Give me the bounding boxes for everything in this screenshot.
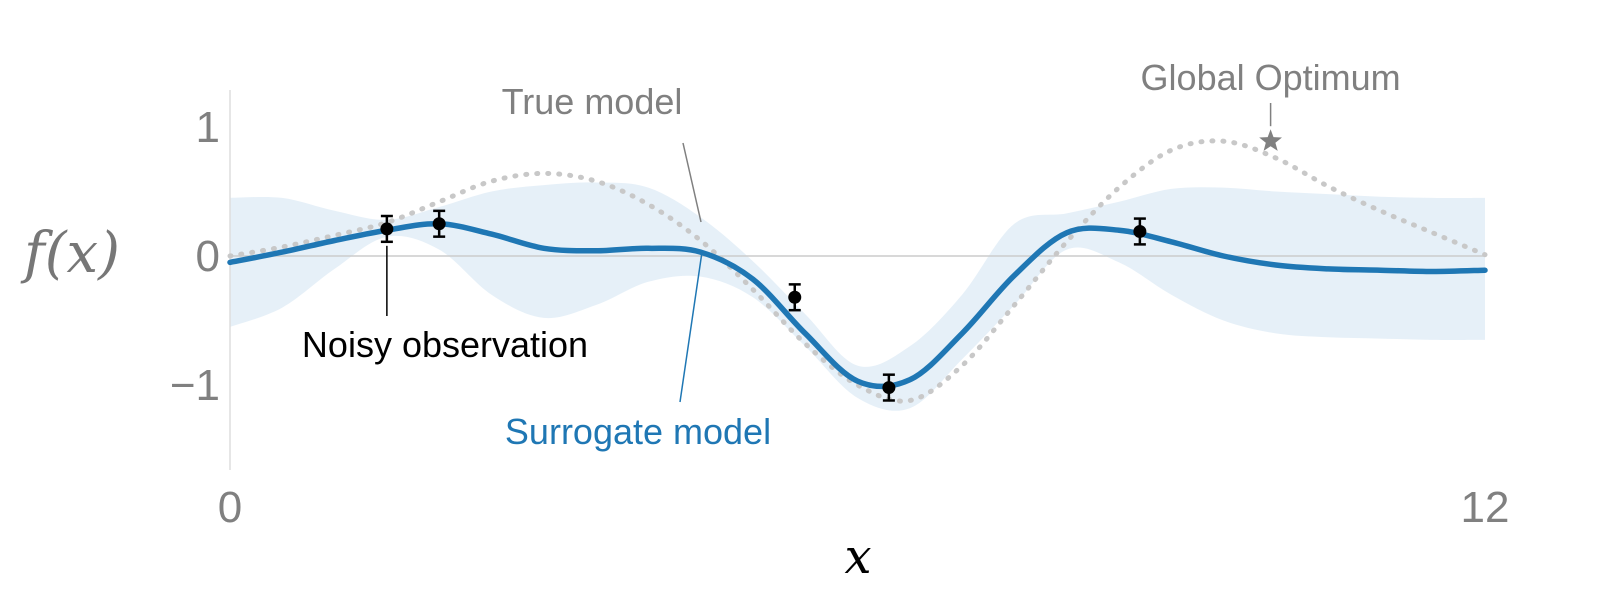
noisy-observation-point <box>432 209 446 238</box>
global-optimum-label: Global Optimum <box>1141 57 1401 98</box>
observation-dot <box>380 222 394 236</box>
x-tick-label: 0 <box>218 483 242 532</box>
x-tick-label: 12 <box>1461 483 1510 532</box>
y-axis-label: f(x) <box>20 221 120 286</box>
annotations-layer: Global Optimum True model Surrogate model N… <box>302 57 1401 452</box>
noisy-observation-label: Noisy observation <box>302 324 588 365</box>
axes: 1 0 −1 0 12 <box>170 90 1510 532</box>
observation-dot <box>882 381 896 395</box>
noisy-observation-point <box>380 214 394 244</box>
true-model-leader <box>682 142 702 223</box>
observation-dot <box>1133 224 1147 238</box>
uncertainty-band-layer <box>230 182 1485 411</box>
observations-layer <box>380 209 1147 402</box>
surrogate-model-leader <box>679 251 703 403</box>
y-tick-label: 0 <box>196 232 220 281</box>
uncertainty-band <box>230 182 1485 411</box>
global-optimum-star-icon <box>1259 129 1282 151</box>
noisy-observation-point <box>788 283 802 312</box>
noisy-observation-point <box>1133 217 1147 246</box>
x-axis-label: x <box>844 529 871 585</box>
observation-dot <box>788 290 802 304</box>
noisy-observation-point <box>882 373 896 402</box>
observation-dot <box>432 217 446 231</box>
y-tick-label: 1 <box>196 103 220 152</box>
surrogate-model-label: Surrogate model <box>505 411 771 452</box>
true-model-line <box>227 138 1488 404</box>
true-model-label: True model <box>502 81 683 122</box>
y-tick-label: −1 <box>170 361 220 410</box>
